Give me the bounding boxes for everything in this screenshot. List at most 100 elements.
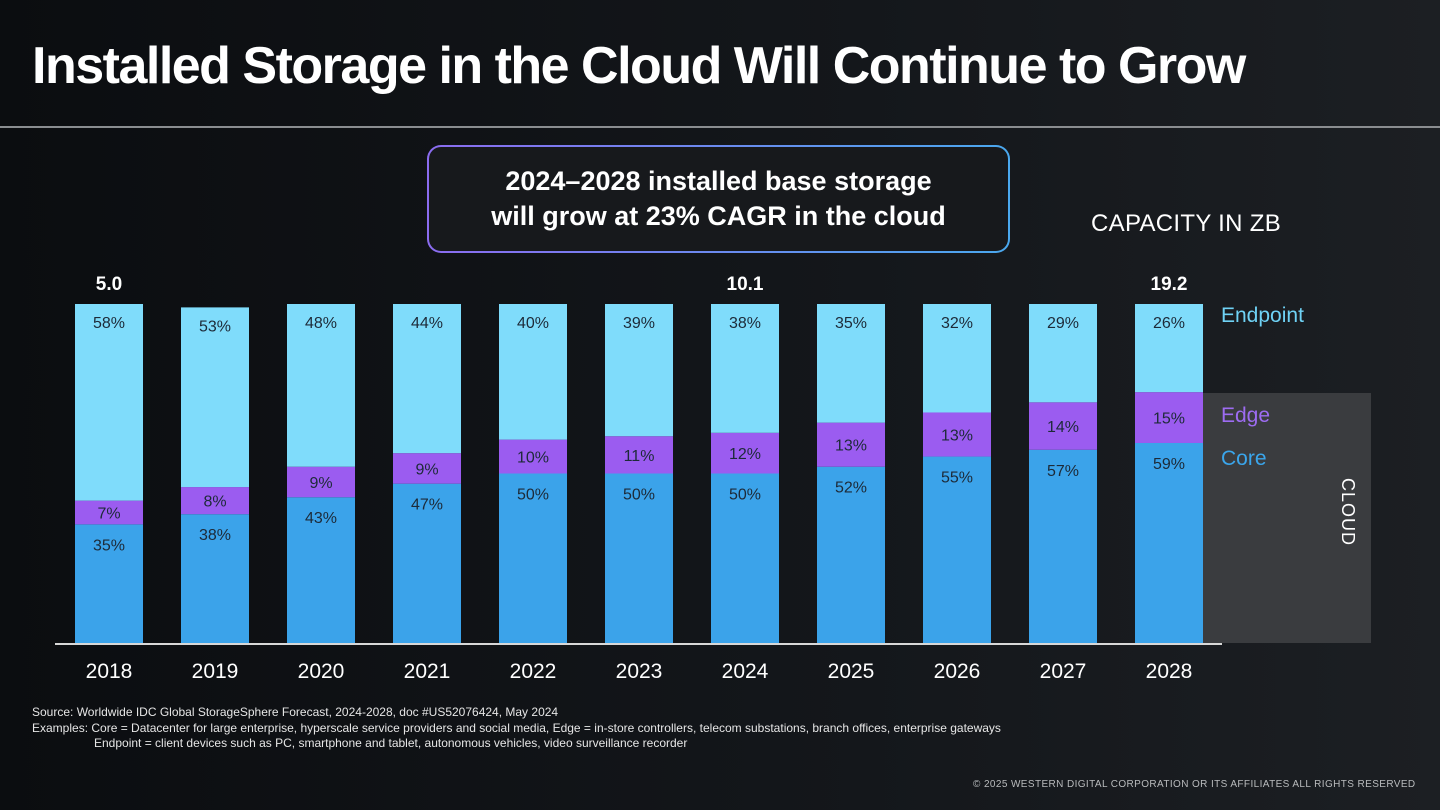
title-divider (0, 126, 1440, 128)
bar-edge-2023 (605, 436, 673, 474)
bar-endpoint-2020 (287, 304, 355, 467)
data-label-edge-2025: 13% (835, 438, 867, 455)
data-label-edge-2020: 9% (309, 475, 332, 492)
cloud-group-label: CLOUD (1338, 478, 1358, 547)
capacity-label: CAPACITY IN ZB (1091, 210, 1282, 237)
bar-core-2022 (499, 473, 567, 643)
bar-edge-2024 (711, 432, 779, 474)
bar-core-2025 (817, 466, 885, 643)
total-label-2018: 5.0 (96, 274, 122, 295)
data-label-core-2020: 43% (305, 510, 337, 527)
x-tick-label: 2022 (510, 660, 557, 683)
data-label-edge-2027: 14% (1047, 419, 1079, 436)
data-label-endpoint-2024: 38% (729, 315, 761, 332)
bar-endpoint-2021 (393, 304, 461, 454)
data-label-endpoint-2019: 53% (199, 318, 231, 335)
data-label-endpoint-2027: 29% (1047, 315, 1079, 332)
total-label-2028: 19.2 (1151, 274, 1188, 295)
bar-endpoint-2019 (181, 307, 249, 488)
callout-line-2: will grow at 23% CAGR in the cloud (491, 201, 946, 231)
data-label-core-2025: 52% (835, 480, 867, 497)
bar-group-2027: 57% 14% 29% 2027 (1029, 304, 1097, 683)
bar-endpoint-2026 (923, 304, 991, 413)
data-label-endpoint-2025: 35% (835, 315, 867, 332)
bar-edge-2027 (1029, 402, 1097, 450)
x-tick-label: 2019 (192, 660, 239, 683)
bar-group-2020: 43% 9% 48% 2020 (287, 304, 355, 683)
data-label-edge-2019: 8% (203, 494, 226, 511)
data-label-endpoint-2020: 48% (305, 315, 337, 332)
examples-note-2: Endpoint = client devices such as PC, sm… (94, 736, 688, 750)
bar-group-2025: 52% 13% 35% 2025 (817, 304, 885, 683)
bar-endpoint-2018 (75, 304, 143, 501)
x-tick-label: 2028 (1146, 660, 1193, 683)
x-tick-label: 2026 (934, 660, 981, 683)
x-tick-label: 2025 (828, 660, 875, 683)
bar-edge-2020 (287, 466, 355, 498)
data-label-core-2023: 50% (623, 487, 655, 504)
bar-group-2028: 59% 15% 26% 2028 (1135, 304, 1203, 683)
bar-core-2027 (1029, 449, 1097, 643)
data-label-endpoint-2026: 32% (941, 315, 973, 332)
legend-core: Core (1221, 447, 1267, 470)
examples-note-1: Examples: Core = Datacenter for large en… (32, 721, 1001, 735)
bar-core-2021 (393, 483, 461, 643)
data-label-core-2021: 47% (411, 497, 443, 514)
bar-edge-2019 (181, 487, 249, 515)
x-tick-label: 2023 (616, 660, 663, 683)
x-tick-label: 2020 (298, 660, 345, 683)
data-label-edge-2026: 13% (941, 428, 973, 445)
data-label-endpoint-2021: 44% (411, 315, 443, 332)
bar-endpoint-2025 (817, 304, 885, 423)
bar-edge-2021 (393, 453, 461, 484)
bar-core-2020 (287, 497, 355, 643)
callout-line-1: 2024–2028 installed base storage (505, 166, 932, 196)
bar-core-2023 (605, 473, 673, 643)
bar-endpoint-2023 (605, 304, 673, 437)
legend-edge: Edge (1221, 404, 1271, 427)
bar-group-2024: 50% 12% 38% 2024 (711, 304, 779, 683)
bar-edge-2018 (75, 500, 143, 525)
data-label-edge-2021: 9% (415, 461, 438, 478)
bar-core-2024 (711, 473, 779, 643)
data-label-core-2018: 35% (93, 537, 125, 554)
data-label-endpoint-2023: 39% (623, 315, 655, 332)
bar-group-2023: 50% 11% 39% 2023 (605, 304, 673, 683)
data-label-edge-2022: 10% (517, 450, 549, 467)
source-note: Source: Worldwide IDC Global StorageSphe… (32, 705, 559, 719)
data-label-endpoint-2028: 26% (1153, 315, 1185, 332)
bar-edge-2026 (923, 412, 991, 457)
bar-endpoint-2027 (1029, 304, 1097, 403)
x-tick-label: 2024 (722, 660, 769, 683)
data-label-core-2022: 50% (517, 487, 549, 504)
data-label-core-2024: 50% (729, 487, 761, 504)
total-label-2024: 10.1 (727, 274, 764, 295)
bar-core-2019 (181, 514, 249, 643)
bar-group-2018: 35% 7% 58% 2018 (75, 304, 143, 683)
bar-core-2018 (75, 524, 143, 643)
bar-edge-2025 (817, 422, 885, 467)
data-label-endpoint-2022: 40% (517, 315, 549, 332)
bar-core-2026 (923, 456, 991, 643)
cloud-group-panel (1203, 393, 1371, 643)
bar-endpoint-2028 (1135, 304, 1203, 393)
x-tick-label: 2018 (86, 660, 133, 683)
data-label-edge-2018: 7% (97, 505, 120, 522)
data-label-core-2026: 55% (941, 470, 973, 487)
cagr-callout: 2024–2028 installed base storage will gr… (427, 145, 1010, 253)
bar-group-2026: 55% 13% 32% 2026 (923, 304, 991, 683)
bar-endpoint-2022 (499, 304, 567, 440)
data-label-edge-2028: 15% (1153, 411, 1185, 428)
bar-endpoint-2024 (711, 304, 779, 433)
data-label-core-2028: 59% (1153, 456, 1185, 473)
data-label-edge-2024: 12% (729, 446, 761, 463)
bar-core-2028 (1135, 442, 1203, 643)
data-label-core-2019: 38% (199, 527, 231, 544)
bar-group-2019: 38% 8% 53% 2019 (181, 307, 249, 683)
data-label-edge-2023: 11% (624, 448, 655, 465)
copyright: © 2025 WESTERN DIGITAL CORPORATION OR IT… (973, 779, 1416, 790)
x-tick-label: 2021 (404, 660, 451, 683)
data-label-core-2027: 57% (1047, 463, 1079, 480)
bar-group-2021: 47% 9% 44% 2021 (393, 304, 461, 683)
